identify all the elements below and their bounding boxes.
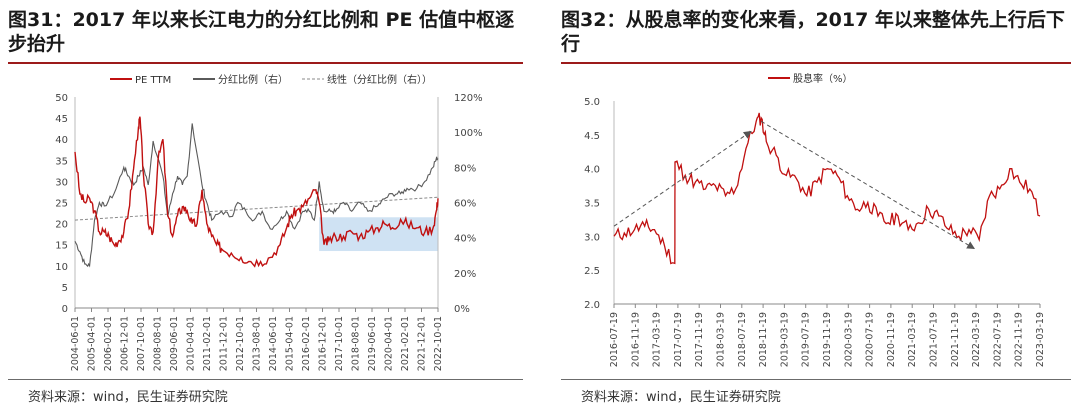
x-tick-label: 2020-03-19	[843, 312, 854, 367]
x-tick-label: 2021-12-01	[417, 316, 428, 371]
y-tick-label: 2.5	[584, 266, 600, 277]
x-tick-label: 2017-11-19	[694, 312, 705, 367]
x-tick-label: 2008-08-01	[153, 316, 164, 371]
legend-label-ratio: 分红比例（右）	[218, 73, 288, 86]
y-tick-label: 3.5	[584, 199, 600, 210]
x-tick-label: 2012-10-01	[235, 316, 246, 371]
y-left-tick-label: 25	[55, 199, 68, 210]
y-left-tick-label: 15	[55, 241, 68, 252]
x-tick-label: 2021-02-01	[400, 316, 411, 371]
y-left-tick-label: 20	[55, 220, 68, 231]
chart-title-32: 图32：从股息率的变化来看，2017 年以来整体先上行后下行	[561, 9, 1065, 55]
x-tick-label: 2010-04-01	[186, 316, 197, 371]
y-left-tick-label: 5	[62, 283, 68, 294]
y-right-tick-label: 0%	[454, 304, 470, 315]
highlight-band	[319, 217, 438, 252]
x-tick-label: 2005-04-01	[87, 316, 98, 371]
x-tick-label: 2020-07-19	[865, 312, 876, 367]
x-tick-label: 2022-03-19	[971, 312, 982, 367]
x-tick-label: 2013-08-01	[252, 316, 263, 371]
source-rule-31	[8, 379, 523, 380]
x-tick-label: 2019-07-19	[801, 312, 812, 367]
x-tick-label: 2018-07-19	[737, 312, 748, 367]
y-tick-label: 4.5	[584, 131, 600, 142]
y-tick-label: 3.0	[584, 232, 600, 243]
x-tick-label: 2017-10-01	[334, 316, 345, 371]
series-dividend-yield-line	[613, 112, 1041, 265]
y-tick-label: 4.0	[584, 165, 600, 176]
y-right-tick-label: 40%	[454, 234, 476, 245]
source-note-31: 资料来源：wind，民生证券研究院	[28, 390, 228, 405]
y-left-tick-label: 40	[55, 135, 68, 146]
x-tick-label: 2022-07-19	[992, 312, 1003, 367]
chart-31-svg: 50454035302520151050120%100%80%60%40%20%…	[55, 73, 483, 371]
chart-panel-31: 图31：2017 年以来长江电力的分红比例和 PE 估值中枢逐步抬升 50 45 4…	[0, 0, 530, 413]
y-left-tick-label: 45	[55, 114, 68, 125]
y-tick-label: 5.0	[584, 97, 600, 108]
y-right-tick-label: 100%	[454, 128, 483, 139]
x-tick-label: 2007-10-01	[136, 316, 147, 371]
series-trend-line	[74, 196, 439, 221]
y-right-tick-label: 120%	[454, 93, 483, 104]
x-tick-label: 2006-12-01	[120, 316, 131, 371]
x-tick-label: 2006-02-01	[103, 316, 114, 371]
legend-label-pe: PE TTM	[135, 75, 171, 86]
legend-label-trend: 线性（分红比例（右））	[327, 73, 432, 86]
x-tick-label: 2018-11-19	[758, 312, 769, 367]
x-tick-label: 2019-06-01	[367, 316, 378, 371]
x-tick-label: 2020-11-19	[886, 312, 897, 367]
x-tick-label: 2022-10-01	[433, 316, 444, 371]
x-tick-label: 2015-04-01	[285, 316, 296, 371]
x-tick-label: 2016-11-19	[630, 312, 641, 367]
y-right-tick-label: 60%	[454, 199, 476, 210]
y-left-tick-label: 10	[55, 262, 68, 273]
source-note-32: 资料来源：wind，民生证券研究院	[581, 390, 781, 405]
x-tick-label: 2021-03-19	[907, 312, 918, 367]
x-tick-label: 2004-06-01	[70, 316, 81, 371]
x-tick-label: 2016-07-19	[609, 312, 620, 367]
x-tick-label: 2023-03-19	[1035, 312, 1046, 367]
y-left-tick-label: 0	[62, 304, 68, 315]
x-tick-label: 2018-03-19	[716, 312, 727, 367]
x-tick-label: 2019-03-19	[779, 312, 790, 367]
x-tick-label: 2011-02-01	[202, 316, 213, 371]
y-left-tick-label: 35	[55, 156, 68, 167]
x-tick-label: 2011-12-01	[219, 316, 230, 371]
x-tick-label: 2021-07-19	[929, 312, 940, 367]
x-tick-label: 2009-06-01	[169, 316, 180, 371]
x-tick-label: 2014-06-01	[268, 316, 279, 371]
series-dividend-ratio-line	[74, 123, 439, 268]
series-pe-ttm-line	[74, 116, 439, 268]
legend-label-yield: 股息率（%）	[793, 72, 853, 85]
x-tick-label: 2019-11-19	[822, 312, 833, 367]
title-rule-31	[8, 62, 523, 64]
x-tick-label: 2016-12-01	[318, 316, 329, 371]
y-left-tick-label: 50	[55, 93, 68, 104]
trend-arrow-2	[760, 120, 976, 250]
x-tick-label: 2020-04-01	[384, 316, 395, 371]
y-right-tick-label: 80%	[454, 163, 476, 174]
y-tick-label: 2.0	[584, 300, 600, 311]
y-right-tick-label: 20%	[454, 269, 476, 280]
x-tick-label: 2021-11-19	[950, 312, 961, 367]
chart-panel-32: 图32：从股息率的变化来看，2017 年以来整体先上行后下行 5.0 4.5 4.0…	[553, 0, 1080, 413]
x-tick-label: 2017-03-19	[652, 312, 663, 367]
x-tick-label: 2017-07-19	[673, 312, 684, 367]
chart-32-svg: 5.0 4.5 4.0 3.5 3.0 2.5 2.0 2016-07-19 2016-11-1…	[584, 72, 1046, 367]
x-tick-label: 2016-02-01	[301, 316, 312, 371]
y-left-tick-label: 30	[55, 177, 68, 188]
source-rule-32	[561, 379, 1071, 380]
chart-title-31: 图31：2017 年以来长江电力的分红比例和 PE 估值中枢逐步抬升	[8, 9, 515, 55]
x-tick-label: 2018-08-01	[351, 316, 362, 371]
x-tick-label: 2022-11-19	[1014, 312, 1025, 367]
title-rule-32	[561, 62, 1071, 64]
